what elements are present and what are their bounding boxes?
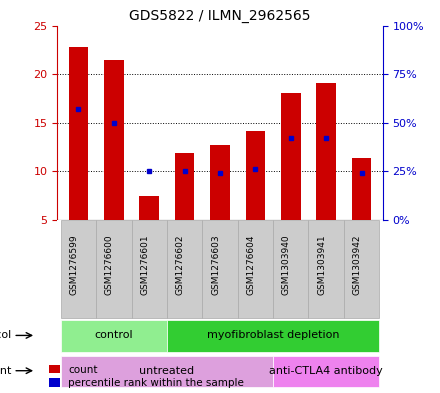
Bar xyxy=(167,320,379,352)
Text: GSM1303941: GSM1303941 xyxy=(317,235,326,295)
Bar xyxy=(104,59,124,220)
Text: GSM1303940: GSM1303940 xyxy=(282,235,291,295)
Bar xyxy=(316,83,336,220)
Text: GSM1276603: GSM1276603 xyxy=(211,235,220,295)
Bar xyxy=(246,131,265,220)
Text: GSM1303942: GSM1303942 xyxy=(352,235,362,295)
Text: anti-CTLA4 antibody: anti-CTLA4 antibody xyxy=(269,366,383,376)
Bar xyxy=(308,220,344,318)
Legend: count, percentile rank within the sample: count, percentile rank within the sample xyxy=(49,365,244,388)
Bar xyxy=(69,47,88,220)
Text: GSM1276602: GSM1276602 xyxy=(176,235,185,295)
Text: myofibroblast depletion: myofibroblast depletion xyxy=(207,331,339,340)
Bar xyxy=(344,220,379,318)
Bar xyxy=(273,220,308,318)
Text: untreated: untreated xyxy=(139,366,194,376)
Bar xyxy=(139,196,159,220)
Bar xyxy=(210,145,230,220)
Text: control: control xyxy=(95,331,133,340)
Text: GSM1276604: GSM1276604 xyxy=(246,235,255,295)
Bar xyxy=(167,220,202,318)
Bar xyxy=(96,220,132,318)
Bar xyxy=(175,153,194,220)
Bar xyxy=(352,158,371,220)
Text: protocol: protocol xyxy=(0,331,11,340)
Title: GDS5822 / ILMN_2962565: GDS5822 / ILMN_2962565 xyxy=(129,9,311,23)
Bar xyxy=(273,356,379,387)
Bar xyxy=(61,220,96,318)
Bar xyxy=(202,220,238,318)
Bar xyxy=(281,94,301,220)
Bar xyxy=(61,320,167,352)
Bar xyxy=(238,220,273,318)
Text: GSM1276600: GSM1276600 xyxy=(105,235,114,295)
Bar xyxy=(61,356,273,387)
Text: GSM1276599: GSM1276599 xyxy=(70,235,78,295)
Text: agent: agent xyxy=(0,366,11,376)
Text: GSM1276601: GSM1276601 xyxy=(140,235,149,295)
Bar xyxy=(132,220,167,318)
